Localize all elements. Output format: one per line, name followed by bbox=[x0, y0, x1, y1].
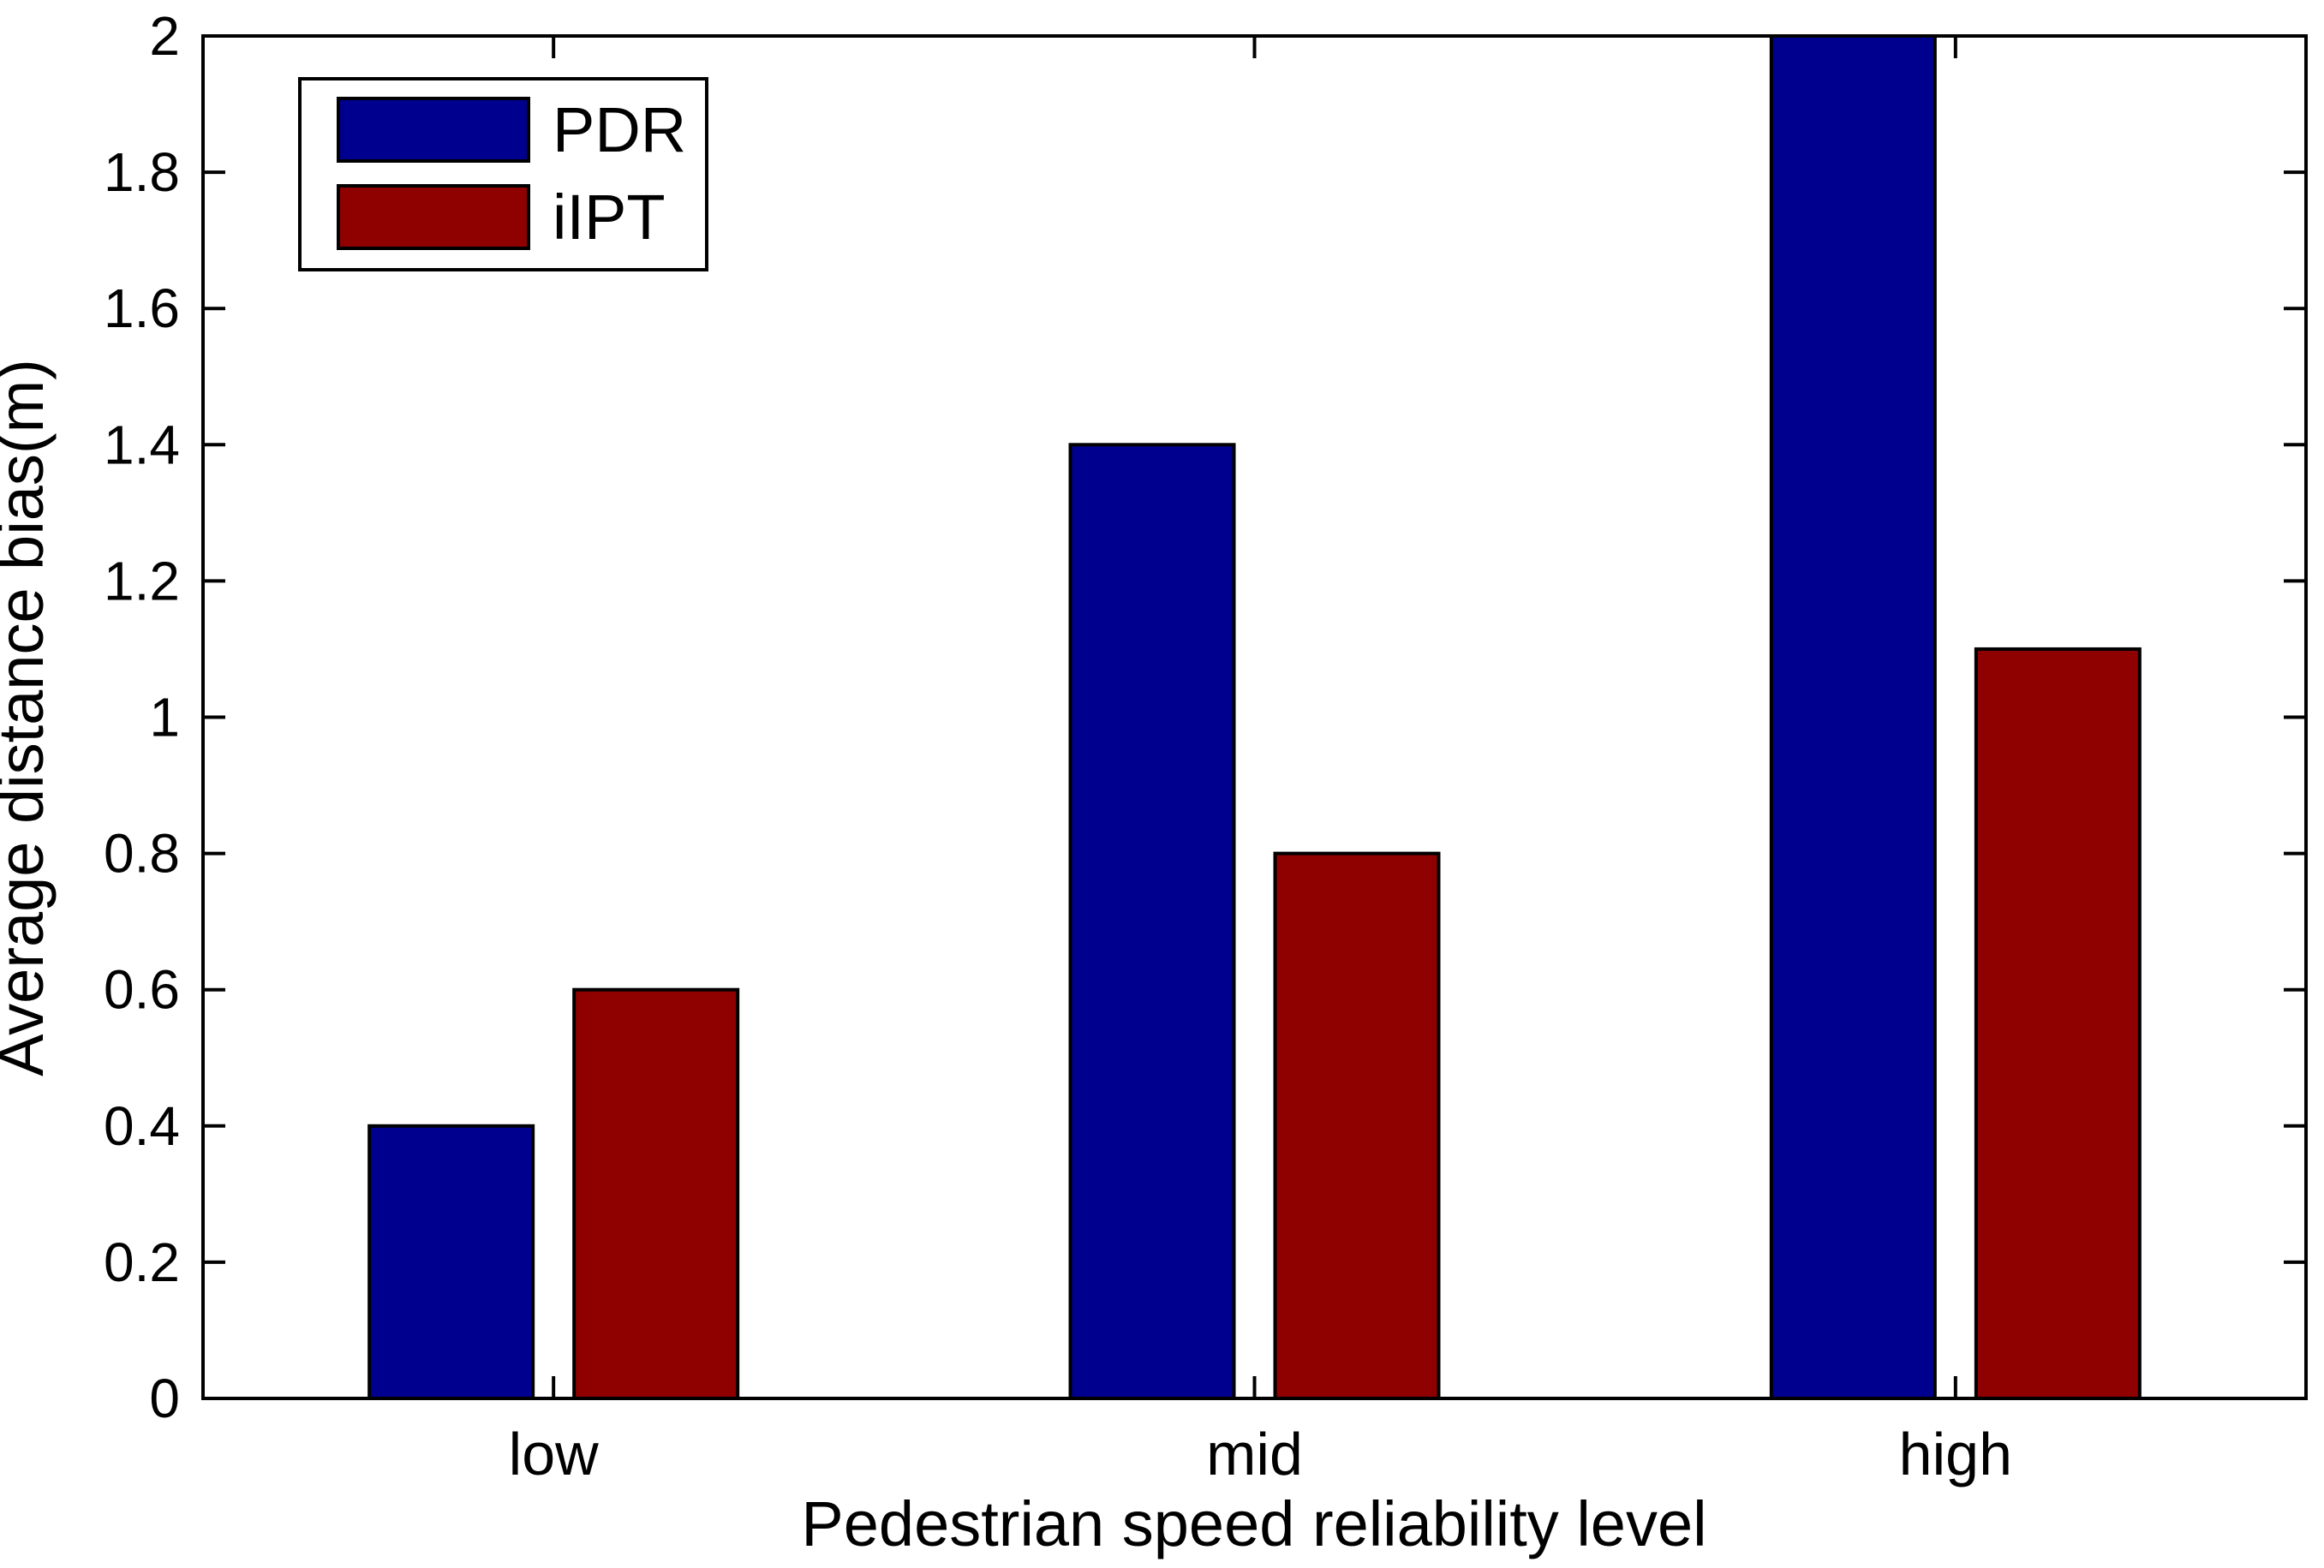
legend-swatch-PDR bbox=[337, 97, 530, 163]
bar-iIPT-low bbox=[572, 987, 740, 1400]
x-tick-label-mid: mid bbox=[1206, 1421, 1303, 1488]
y-axis-label: Average distance bias(m) bbox=[0, 359, 57, 1076]
bar-PDR-low bbox=[367, 1124, 535, 1401]
bar-iIPT-mid bbox=[1273, 851, 1441, 1400]
y-tick-label: 2 bbox=[149, 5, 180, 67]
legend-label-iIPT: iIPT bbox=[553, 182, 666, 253]
y-tick-label: 0.8 bbox=[104, 823, 180, 885]
y-tick-label: 1.2 bbox=[104, 550, 180, 611]
y-tick-label: 0.6 bbox=[104, 959, 180, 1021]
y-tick-label: 1.8 bbox=[104, 141, 180, 203]
bar-PDR-mid bbox=[1068, 443, 1236, 1400]
bar-iIPT-high bbox=[1974, 647, 2142, 1400]
x-tick-label-low: low bbox=[509, 1421, 599, 1488]
x-axis-label: Pedestrian speed reliability level bbox=[801, 1488, 1706, 1559]
x-tick-label-high: high bbox=[1899, 1421, 2012, 1488]
bar-PDR-high bbox=[1769, 34, 1937, 1400]
legend: PDR iIPT bbox=[298, 77, 708, 271]
y-tick-label: 0.4 bbox=[104, 1095, 180, 1157]
y-tick-label: 0 bbox=[149, 1368, 180, 1429]
tick-labels-group: 0 0.2 0.4 0.6 0.8 1 1.2 1.4 1.6 1.8 2 low mid high bbox=[104, 5, 2012, 1488]
y-tick-label: 1.6 bbox=[104, 277, 180, 339]
legend-swatch-iIPT bbox=[337, 184, 530, 250]
legend-label-PDR: PDR bbox=[553, 94, 686, 165]
y-tick-label: 0.2 bbox=[104, 1231, 180, 1293]
y-tick-label: 1.4 bbox=[104, 414, 180, 475]
y-tick-label: 1 bbox=[149, 687, 180, 748]
ticks-group bbox=[203, 34, 2306, 1400]
